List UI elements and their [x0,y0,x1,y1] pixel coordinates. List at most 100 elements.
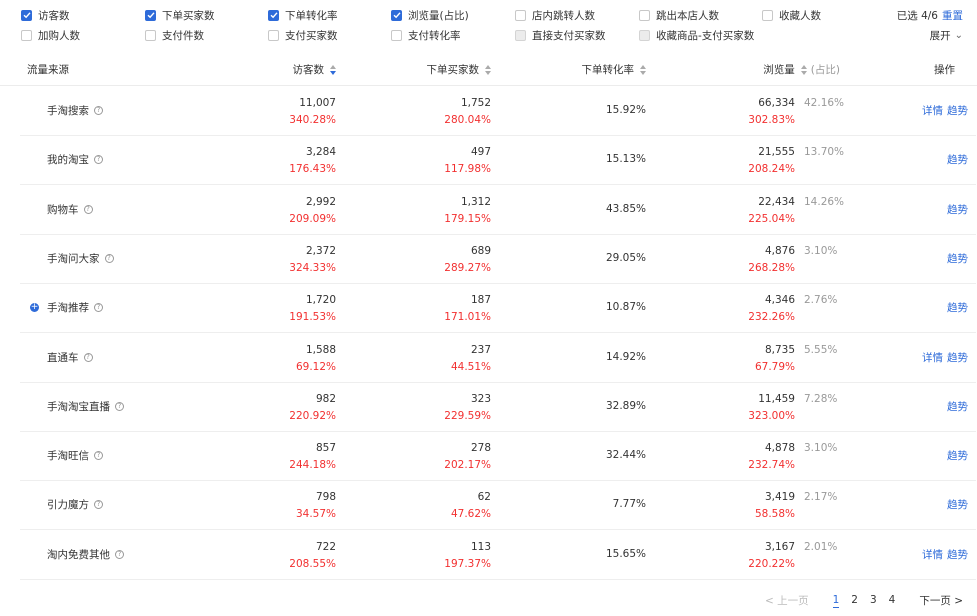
trend-link[interactable]: 趋势 [947,252,968,265]
trend-link[interactable]: 趋势 [947,499,968,512]
metric-checkbox-item[interactable]: 访客数 [21,7,70,23]
sort-icon[interactable] [800,65,807,75]
visitors-change: 191.53% [289,311,336,324]
buyers-value: 497 [470,146,491,159]
checkbox-icon[interactable] [515,9,526,21]
metric-checkbox-item[interactable]: 支付买家数 [268,27,338,43]
page-number[interactable]: 1 [832,593,840,608]
trend-link[interactable]: 趋势 [947,400,968,413]
source-name: 引力魔方 [47,499,89,512]
metric-label: 下单买家数 [162,9,215,22]
metric-checkbox-item[interactable]: 收藏人数 [762,7,821,23]
header-buyers-label: 下单买家数 [426,64,480,76]
trend-link[interactable]: 趋势 [947,450,968,463]
pv-value: 21,555 [758,146,795,159]
help-icon[interactable]: ? [94,500,103,510]
checkbox-icon[interactable] [145,29,156,41]
help-icon[interactable]: ? [94,451,103,461]
metric-label: 直接支付买家数 [532,29,606,42]
buyers-value: 1,752 [460,97,491,109]
trend-link[interactable]: 趋势 [947,154,968,167]
checkbox-icon[interactable] [762,9,773,21]
source-name: 手淘搜索 [47,105,89,117]
expand-row-icon[interactable]: + [30,302,39,313]
checkbox-icon[interactable] [21,29,32,41]
table-header: 流量来源 访客数 下单买家数 下单转化率 浏览量 (占比) 操作 [0,55,977,86]
pv-value: 3,167 [764,540,795,553]
source-name: 手淘推荐 [47,302,89,315]
buyers-change: 289.27% [444,261,491,274]
detail-link[interactable]: 详情 [922,105,943,117]
metric-checkbox-item[interactable]: 店内跳转人数 [515,7,595,23]
pv-share: 5.55% [804,343,838,356]
buyers-change: 197.37% [444,557,491,570]
trend-link[interactable]: 趋势 [947,351,968,364]
pv-share: 14.26% [804,195,845,208]
prev-page-button[interactable]: < 上一页 [764,595,809,607]
row-actions: 详情 趋势 [922,103,968,118]
trend-link[interactable]: 趋势 [947,105,968,117]
sort-icon[interactable] [485,65,491,75]
metric-checkbox-item[interactable]: 浏览量(占比) [391,7,469,23]
metric-checkbox-item[interactable]: 下单买家数 [145,7,215,23]
page-number[interactable]: 3 [869,593,877,606]
sort-icon[interactable] [330,65,336,75]
help-icon[interactable]: ? [94,303,103,313]
row-actions: 趋势 [947,152,968,167]
trend-link[interactable]: 趋势 [947,302,968,315]
metric-checkbox-item[interactable]: 支付转化率 [391,27,461,43]
checkbox-checked-icon[interactable] [391,9,402,21]
expand-toggle[interactable]: 展开 ⌄ [930,28,963,43]
help-icon[interactable]: ? [115,401,124,411]
visitors-value: 3,284 [305,146,336,159]
page-number[interactable]: 4 [888,593,896,606]
sort-icon[interactable] [640,65,646,75]
source-name: 直通车 [47,351,79,364]
header-buyers[interactable]: 下单买家数 [426,55,491,85]
reset-link[interactable]: 重置 [942,10,963,22]
trend-link[interactable]: 趋势 [947,203,968,216]
help-icon[interactable]: ? [94,155,103,165]
source-cell: 引力魔方? [47,497,103,512]
help-icon[interactable]: ? [104,253,114,263]
help-icon[interactable]: ? [115,549,124,559]
detail-link[interactable]: 详情 [922,548,943,561]
header-visitors[interactable]: 访客数 [293,55,336,85]
source-cell: 手淘搜索? [47,103,103,118]
detail-link[interactable]: 详情 [922,351,943,364]
checkbox-checked-icon[interactable] [268,9,279,21]
metric-checkbox-item[interactable]: 下单转化率 [268,7,338,23]
checkbox-icon[interactable] [639,9,650,21]
checkbox-icon[interactable] [391,29,402,41]
pv-value: 11,459 [758,392,795,405]
next-page-button[interactable]: 下一页 > [919,595,963,607]
metric-checkbox-item[interactable]: 加购人数 [21,27,80,43]
table-row: 淘内免费其他? 722 208.55% 113 197.37% 15.65% 3,167 22… [20,530,976,580]
trend-link[interactable]: 趋势 [947,548,968,561]
metric-checkbox-item[interactable]: 跳出本店人数 [639,7,719,23]
pv-change: 58.58% [754,508,795,521]
buyers-value: 278 [470,442,491,455]
header-source: 流量来源 [27,64,69,76]
buyers-change: 171.01% [444,311,491,324]
checkbox-icon[interactable] [268,29,279,41]
header-pv[interactable]: 浏览量 (占比) [763,55,840,85]
checkbox-checked-icon[interactable] [21,9,32,21]
visitors-value: 982 [315,392,336,405]
help-icon[interactable]: ? [83,352,93,362]
help-icon[interactable]: ? [94,106,103,115]
table-row: 手淘搜索? 11,007 340.28% 1,752 280.04% 15.92% 66,3… [20,86,976,136]
expand-label: 展开 [929,30,951,42]
metric-checkbox-item[interactable]: 支付件数 [145,27,204,43]
header-cvr[interactable]: 下单转化率 [582,55,646,85]
buyers-change: 47.62% [450,508,491,521]
row-actions: 趋势 [947,300,968,315]
metric-checkbox-item: 直接支付买家数 [515,27,606,43]
help-icon[interactable]: ? [83,204,93,214]
checkbox-checked-icon[interactable] [145,9,156,21]
page-number[interactable]: 2 [851,593,858,606]
metric-label: 支付转化率 [408,29,461,42]
pv-change: 302.83% [748,114,795,126]
pv-change: 208.24% [748,163,795,176]
visitors-value: 11,007 [299,97,336,109]
